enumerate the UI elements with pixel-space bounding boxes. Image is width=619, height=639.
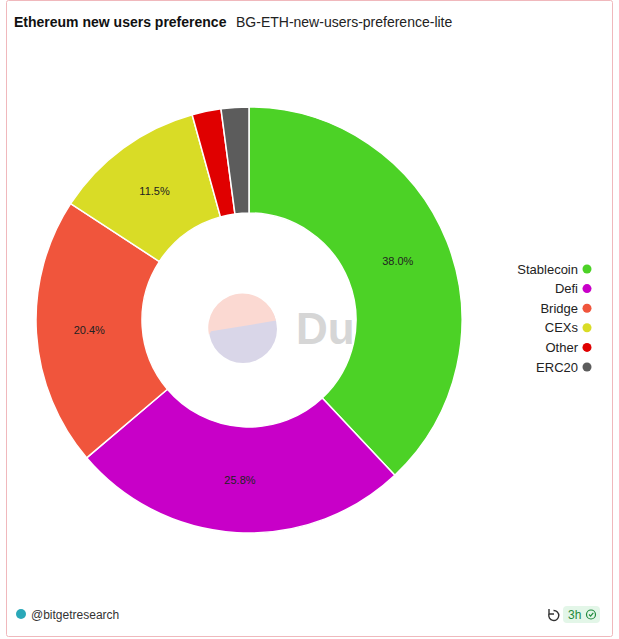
chart-root: Ethereum new users preference BG-ETH-new-…	[0, 0, 619, 639]
legend-swatch	[583, 284, 592, 293]
legend: Stablecoin Defi Bridge CEXs Other ERC20	[517, 262, 591, 375]
title: Ethereum new users preference	[14, 14, 227, 30]
footer-icon	[16, 609, 26, 619]
legend-swatch	[583, 304, 592, 313]
logo-half	[208, 294, 276, 335]
legend-swatch	[583, 265, 592, 274]
watermark-logo	[208, 294, 277, 363]
check-icon	[587, 610, 596, 619]
refresh-icon	[549, 609, 559, 620]
legend-label: Defi	[555, 281, 578, 296]
data-label: 25.8%	[224, 474, 255, 486]
frame	[7, 1, 613, 637]
legend-label: Other	[545, 340, 578, 355]
legend-label: CEXs	[545, 320, 579, 335]
freshness-badge	[563, 606, 600, 623]
footer-source: @bitgetresearch	[31, 608, 119, 622]
legend-swatch	[583, 343, 592, 352]
data-label: 20.4%	[74, 324, 105, 336]
data-label: 38.0%	[382, 255, 413, 267]
legend-swatch	[583, 363, 592, 372]
freshness-text: 3h	[568, 608, 581, 622]
data-label: 11.5%	[139, 185, 170, 197]
chart-svg: Ethereum new users preference BG-ETH-new-…	[0, 0, 619, 639]
data-labels: 38.0% 25.8% 20.4% 11.5%	[74, 185, 414, 486]
slice	[249, 107, 462, 475]
legend-label: Bridge	[540, 301, 578, 316]
legend-swatch	[583, 323, 592, 332]
legend-label: Stablecoin	[517, 262, 578, 277]
subtitle: BG-ETH-new-users-preference-lite	[236, 14, 452, 30]
slice	[221, 107, 249, 214]
check-mark	[589, 613, 593, 616]
slices	[36, 107, 462, 533]
legend-label: ERC20	[536, 360, 578, 375]
